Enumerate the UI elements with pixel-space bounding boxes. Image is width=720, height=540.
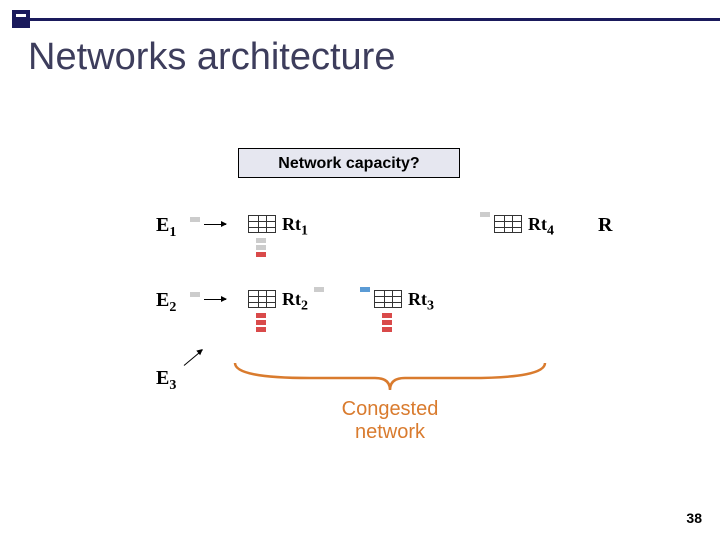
- router-Rt4: [494, 215, 522, 233]
- slide-title: Networks architecture: [28, 36, 395, 79]
- router-Rt2: [248, 290, 276, 308]
- network-diagram: E1 Rt1 Rt4 R E2 Rt2: [100, 200, 640, 450]
- label-Rt3: Rt3: [408, 289, 434, 315]
- node-E2: E2: [156, 289, 176, 316]
- arrow-E3: [184, 350, 203, 366]
- queue-E1-out: [190, 217, 200, 224]
- node-R: R: [598, 214, 612, 237]
- label-Rt2: Rt2: [282, 289, 308, 315]
- node-E3: E3: [156, 367, 176, 394]
- page-number: 38: [686, 510, 702, 526]
- brace: [230, 358, 550, 398]
- header-line: [28, 18, 720, 21]
- header-accent-inner: [16, 14, 26, 17]
- queue-Rt3: [382, 313, 392, 334]
- router-Rt1: [248, 215, 276, 233]
- queue-Rt4-in: [480, 212, 490, 219]
- node-E1: E1: [156, 214, 176, 241]
- router-Rt3: [374, 290, 402, 308]
- label-Rt1: Rt1: [282, 214, 308, 240]
- arrow-E1: [204, 224, 226, 225]
- congested-label: Congested network: [320, 398, 460, 444]
- question-box: Network capacity?: [238, 148, 460, 178]
- queue-E2-out: [190, 292, 200, 299]
- label-Rt4: Rt4: [528, 214, 554, 240]
- queue-Rt3-in: [360, 287, 370, 294]
- arrow-E2: [204, 299, 226, 300]
- queue-Rt2: [256, 313, 266, 334]
- queue-Rt1: [256, 238, 266, 259]
- queue-Rt2-side: [314, 287, 324, 294]
